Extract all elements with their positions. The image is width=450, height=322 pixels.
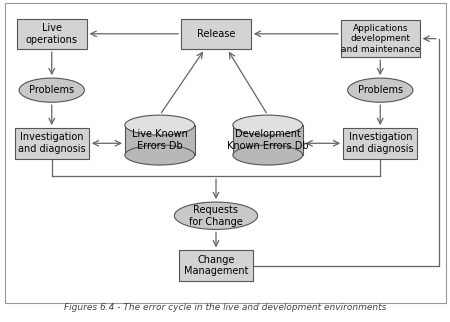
Ellipse shape [125,145,194,165]
Text: Change
Management: Change Management [184,255,248,277]
Ellipse shape [233,145,302,165]
Text: Release: Release [197,29,235,39]
Text: Investigation
and diagnosis: Investigation and diagnosis [18,132,86,154]
Ellipse shape [347,78,413,102]
Text: Requests
for Change: Requests for Change [189,205,243,227]
FancyBboxPatch shape [17,18,86,49]
FancyBboxPatch shape [343,128,418,158]
Text: Problems: Problems [358,85,403,95]
Text: Live Known
Errors Db: Live Known Errors Db [132,129,188,151]
FancyBboxPatch shape [14,128,89,158]
Polygon shape [125,125,194,155]
Text: Figures 6.4 - The error cycle in the live and development environments: Figures 6.4 - The error cycle in the liv… [64,303,386,312]
Text: Development
Known Errors Db: Development Known Errors Db [227,129,309,151]
Ellipse shape [19,78,85,102]
FancyBboxPatch shape [341,20,419,57]
FancyBboxPatch shape [181,18,251,49]
Polygon shape [233,125,302,155]
Text: Live
operations: Live operations [26,23,78,45]
Text: Problems: Problems [29,85,74,95]
Ellipse shape [125,115,194,135]
Ellipse shape [233,115,302,135]
FancyBboxPatch shape [179,251,253,281]
Ellipse shape [175,202,257,230]
Text: Applications
development
and maintenance: Applications development and maintenance [341,24,420,53]
Text: Investigation
and diagnosis: Investigation and diagnosis [346,132,414,154]
